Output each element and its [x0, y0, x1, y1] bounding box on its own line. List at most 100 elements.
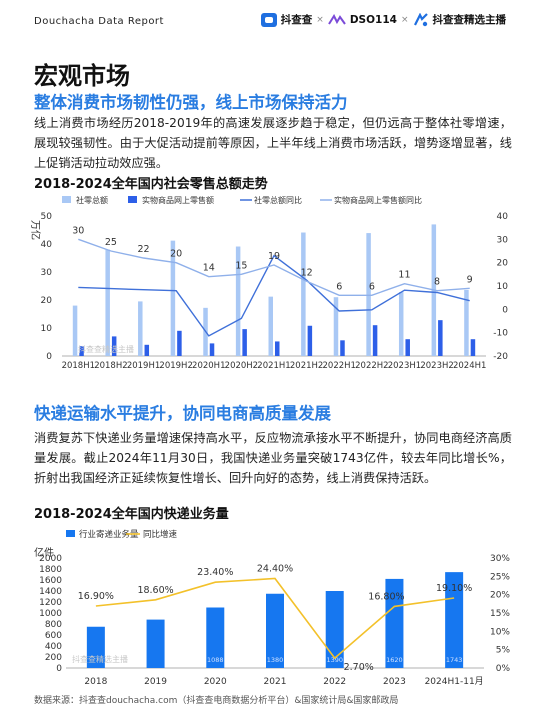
x-tick-label: 2020H2 — [225, 361, 258, 371]
y-right-tick-label: 5% — [496, 646, 511, 656]
x-tick-label: 2018H2 — [94, 361, 127, 371]
bar-value-label: 1088 — [207, 656, 224, 664]
retail-ylabel: 万亿 — [29, 220, 42, 240]
y-right-tick-label: 20 — [497, 259, 509, 269]
line-express-yoy — [95, 577, 455, 660]
express-ylabel: 亿件 — [34, 546, 54, 559]
y-left-tick-label: 1600 — [39, 576, 62, 586]
data-label: 16.90% — [78, 591, 114, 602]
data-label: 15 — [235, 260, 247, 271]
data-label: 19.10% — [436, 583, 472, 594]
data-label: 19 — [268, 251, 280, 262]
x-tick-label: 2022H1 — [323, 361, 356, 371]
bar-value-label: 1743 — [446, 656, 463, 664]
data-label: 6 — [336, 281, 342, 292]
legend-label: 实物商品网上零售额 — [142, 195, 214, 205]
bar-retail-total — [398, 292, 404, 356]
section1-paragraph: 线上消费市场经历2018-2019年的高速发展逐步趋于稳定，但仍远高于整体社零增… — [34, 116, 512, 170]
y-left-tick-label: 10 — [41, 324, 53, 334]
logo-3-text: 抖查查精选主播 — [432, 14, 507, 26]
bar-online-retail — [470, 339, 476, 356]
y-right-tick-label: 40 — [497, 212, 509, 222]
x-tick-label: 2019H2 — [159, 361, 192, 371]
data-label: 9 — [467, 274, 473, 285]
bar-retail-total — [170, 240, 176, 356]
bar-online-retail — [111, 336, 117, 356]
x-tick-label: 2023 — [383, 677, 406, 687]
data-label: 24.40% — [257, 564, 293, 575]
bar-retail-total — [235, 246, 241, 356]
brand-text: Douchacha Data Report — [34, 16, 164, 27]
y-right-tick-label: -20 — [493, 352, 508, 362]
data-label: 20 — [170, 249, 182, 260]
y-left-tick-label: 1400 — [39, 587, 62, 597]
y-left-tick-label: 0 — [46, 352, 52, 362]
report-header: Douchacha Data Report 抖查查 × DSO114 × 抖查查… — [0, 0, 540, 38]
bar-express-volume — [325, 591, 344, 668]
bar-express-volume — [445, 572, 464, 668]
y-right-tick-label: 25% — [490, 572, 510, 582]
bar-retail-total — [464, 289, 469, 356]
legend-swatch — [62, 196, 71, 203]
bar-retail-total — [333, 297, 339, 356]
data-source-footer: 数据来源：抖查查douchacha.com（抖查查电商数据分析平台）&国家统计局… — [34, 696, 399, 706]
data-label: 16.80% — [368, 591, 404, 602]
legend-label: 社零总额 — [76, 195, 108, 205]
x-tick-label: 2024H1 — [453, 361, 486, 371]
express-volume-chart: 行业寄递业务量 同比增速亿件020040060080010001200140016… — [34, 529, 511, 687]
bar-online-retail — [307, 325, 313, 356]
bar-value-label: 1380 — [267, 656, 284, 664]
y-right-tick-label: 30% — [490, 554, 510, 564]
logo-separator: × — [400, 14, 409, 25]
bar-retail-total — [268, 296, 273, 356]
y-right-tick-label: 15% — [490, 609, 510, 619]
logo-2-text: DSO114 — [349, 13, 397, 26]
section1-title: 整体消费市场韧性仍强，线上市场保持活力 — [34, 93, 348, 112]
bar-retail-total — [366, 233, 371, 356]
bar-online-retail — [372, 325, 378, 356]
data-label: 11 — [398, 270, 410, 281]
bar-express-volume — [266, 593, 284, 668]
bar-retail-total — [72, 305, 78, 356]
y-left-tick-label: 50 — [41, 212, 53, 222]
data-label: 30 — [72, 225, 84, 236]
legend-swatch — [66, 530, 75, 537]
data-label: 12 — [301, 267, 313, 278]
bar-online-retail — [275, 341, 280, 356]
legend-label: 社零总额同比 — [254, 195, 302, 205]
bar-retail-total — [105, 249, 110, 356]
bar-online-retail — [340, 340, 345, 356]
bar-retail-total — [138, 301, 143, 356]
y-left-tick-label: 1200 — [39, 598, 62, 608]
y-left-tick-label: 20 — [41, 296, 53, 306]
jingxuan-logo-icon — [413, 12, 428, 26]
y-left-tick-label: 800 — [45, 620, 62, 630]
x-tick-label: 2022H2 — [355, 361, 388, 371]
data-label: 25 — [105, 237, 117, 248]
y-left-tick-label: 2000 — [39, 554, 62, 564]
bar-online-retail — [242, 329, 247, 356]
data-label: 6 — [369, 281, 375, 292]
bar-online-retail — [79, 346, 84, 356]
line-online-yoy — [78, 238, 470, 297]
bar-express-volume — [385, 578, 404, 668]
x-tick-label: 2020H1 — [192, 361, 225, 371]
x-tick-label: 2018H1 — [62, 361, 95, 371]
x-tick-label: 2022 — [323, 677, 346, 687]
bar-express-volume — [206, 607, 225, 668]
legend-label: 行业寄递业务量 — [79, 529, 139, 540]
y-left-tick-label: 1000 — [39, 609, 62, 619]
y-right-tick-label: 10 — [497, 282, 509, 292]
y-right-tick-label: 0% — [496, 664, 511, 674]
dso-logo-icon — [327, 13, 346, 25]
line-retail-yoy — [78, 254, 470, 337]
x-tick-label: 2019H1 — [127, 361, 160, 371]
retail-chart-title: 2018-2024全年国内社会零售总额走势 — [34, 177, 268, 192]
y-left-tick-label: 40 — [41, 240, 53, 250]
bar-online-retail — [209, 343, 215, 356]
legend-swatch — [128, 196, 137, 203]
data-label: 23.40% — [197, 567, 233, 578]
data-label: 14 — [203, 263, 215, 274]
section2-title: 快递运输水平提升，协同电商高质量发展 — [34, 404, 331, 423]
bar-express-volume — [146, 619, 165, 668]
